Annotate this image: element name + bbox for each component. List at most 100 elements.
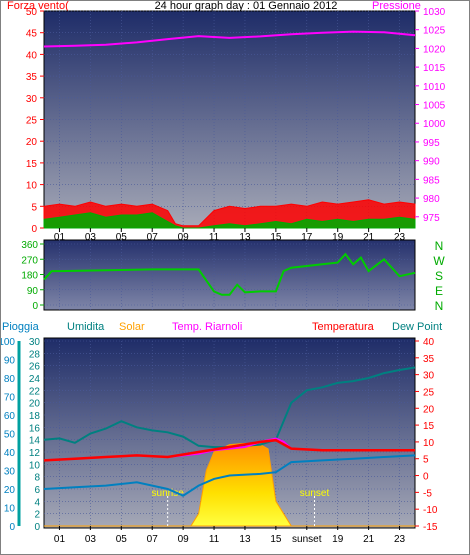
humidity-tick-label: 18 [29, 411, 41, 422]
sunset-label: sunset [300, 488, 330, 499]
wind-axis-label: Forza vento( [7, 0, 69, 12]
temp-tick-label: 25 [423, 387, 435, 398]
direction-tick-label: 360 [21, 240, 38, 251]
hour-tick-label: 05 [116, 232, 128, 243]
dew-point-line [43, 454, 416, 497]
pressure-tick-label: 1015 [423, 63, 446, 74]
pressure-tick-label: 1005 [423, 101, 446, 112]
hour-tick-label: sunset [292, 534, 322, 545]
wind-tick-label: 0 [31, 224, 37, 235]
pressure-tick-label: 1020 [423, 44, 446, 55]
hour-tick-label: 17 [301, 232, 313, 243]
hour-tick-label: 03 [85, 534, 97, 545]
humidity-tick-label: 14 [29, 436, 41, 447]
rain-tick-label: 60 [4, 411, 16, 422]
wind-tick-label: 25 [26, 116, 38, 127]
wind-direction-panel [43, 239, 416, 311]
temp-tick-label: 20 [423, 404, 435, 415]
humidity-tick-label: 22 [29, 386, 41, 397]
hour-tick-label: 21 [363, 534, 375, 545]
wind-pressure-axes: 0510152025303540455097598098599099510001… [26, 7, 446, 243]
hour-tick-label: 11 [209, 232, 220, 243]
hour-tick-label: 19 [332, 534, 344, 545]
wind-pressure-series [43, 30, 416, 229]
humidity-tick-label: 30 [29, 337, 41, 348]
hour-tick-label: 13 [239, 232, 251, 243]
pressure-axis-label: Pressione [372, 0, 421, 12]
hour-tick-label: 07 [147, 232, 159, 243]
hour-tick-label: 01 [54, 232, 66, 243]
humidity-tick-label: 6 [34, 485, 40, 496]
hour-tick-label: 19 [332, 232, 344, 243]
temperature-line [43, 438, 415, 462]
hour-tick-label: 23 [394, 534, 406, 545]
hour-tick-label: 15 [270, 232, 282, 243]
rain-tick-label: 80 [4, 374, 16, 385]
temp-tick-label: 10 [423, 438, 435, 449]
rain-tick-label: 0 [9, 522, 15, 533]
pressure-tick-label: 1000 [423, 119, 446, 130]
hour-tick-label: 01 [54, 534, 66, 545]
compass-letter: N [435, 239, 444, 253]
pressure-tick-label: 980 [423, 194, 440, 205]
humidity-tick-label: 26 [29, 362, 41, 373]
graph-title: 24 hour graph day : 01 Gennaio 2012 [155, 0, 338, 12]
humidity-tick-label: 8 [34, 473, 40, 484]
wind-direction-axes: 0 90 180 270 360 [21, 240, 44, 312]
compass-letter: E [435, 284, 443, 298]
humidity-tick-label: 24 [29, 374, 41, 385]
wind-direction-series [43, 252, 416, 296]
wind-tick-label: 30 [26, 94, 38, 105]
rain-tick-label: 50 [4, 430, 16, 441]
temp-tick-label: -15 [423, 522, 438, 533]
temp-tick-label: 0 [423, 472, 429, 483]
pressure-tick-label: 975 [423, 213, 440, 224]
humidity-tick-label: 0 [34, 522, 40, 533]
hour-tick-label: 11 [209, 534, 220, 545]
rain-tick-label: 90 [4, 356, 16, 367]
rain-tick-label: 100 [0, 337, 15, 348]
humidity-tick-label: 4 [34, 497, 40, 508]
legend-temperature: Temperatura [312, 321, 375, 333]
wind-tick-label: 5 [31, 202, 37, 213]
temp-tick-label: 15 [423, 421, 435, 432]
temp-tick-label: 40 [423, 337, 435, 348]
wind-direction-grid [44, 240, 415, 310]
temp-tick-label: -10 [423, 505, 438, 516]
direction-tick-label: 270 [21, 255, 38, 266]
legend-indoor-temp: Temp. Riarnoli [172, 321, 242, 333]
hour-tick-label: 07 [147, 534, 159, 545]
rain-tick-label: 10 [4, 504, 16, 515]
pressure-tick-label: 985 [423, 175, 440, 186]
legend-humidity: Umidita [67, 321, 105, 333]
legend-dew-point: Dew Point [392, 321, 442, 333]
wind-tick-label: 35 [26, 72, 38, 83]
legend-rain: Pioggia [2, 321, 40, 333]
rain-tick-label: 30 [4, 467, 16, 478]
direction-tick-label: 90 [27, 286, 39, 297]
hour-tick-label: 23 [394, 232, 406, 243]
hour-tick-label: 21 [363, 232, 375, 243]
temp-tick-label: -5 [423, 488, 432, 499]
humidity-tick-label: 16 [29, 423, 41, 434]
rain-tick-label: 40 [4, 448, 16, 459]
wind-avg-area [43, 212, 416, 229]
hour-tick-label: 15 [270, 534, 282, 545]
legend-solar: Solar [119, 321, 145, 333]
hour-tick-label: 09 [178, 534, 190, 545]
atmospheric-axes: 0102030405060708090100024681012141618202… [0, 337, 438, 545]
sunrise-label: sunrise [152, 488, 185, 499]
direction-line [43, 252, 416, 296]
hour-tick-label: 03 [85, 232, 97, 243]
wind-tick-label: 20 [26, 137, 38, 148]
temp-tick-label: 30 [423, 371, 435, 382]
atmospheric-series: sunrise sunset [43, 366, 416, 527]
wind-tick-label: 45 [26, 29, 38, 40]
temp-tick-label: 5 [423, 455, 429, 466]
pressure-tick-label: 990 [423, 157, 440, 168]
wind-tick-label: 15 [26, 159, 38, 170]
compass-letter: W [433, 254, 445, 268]
